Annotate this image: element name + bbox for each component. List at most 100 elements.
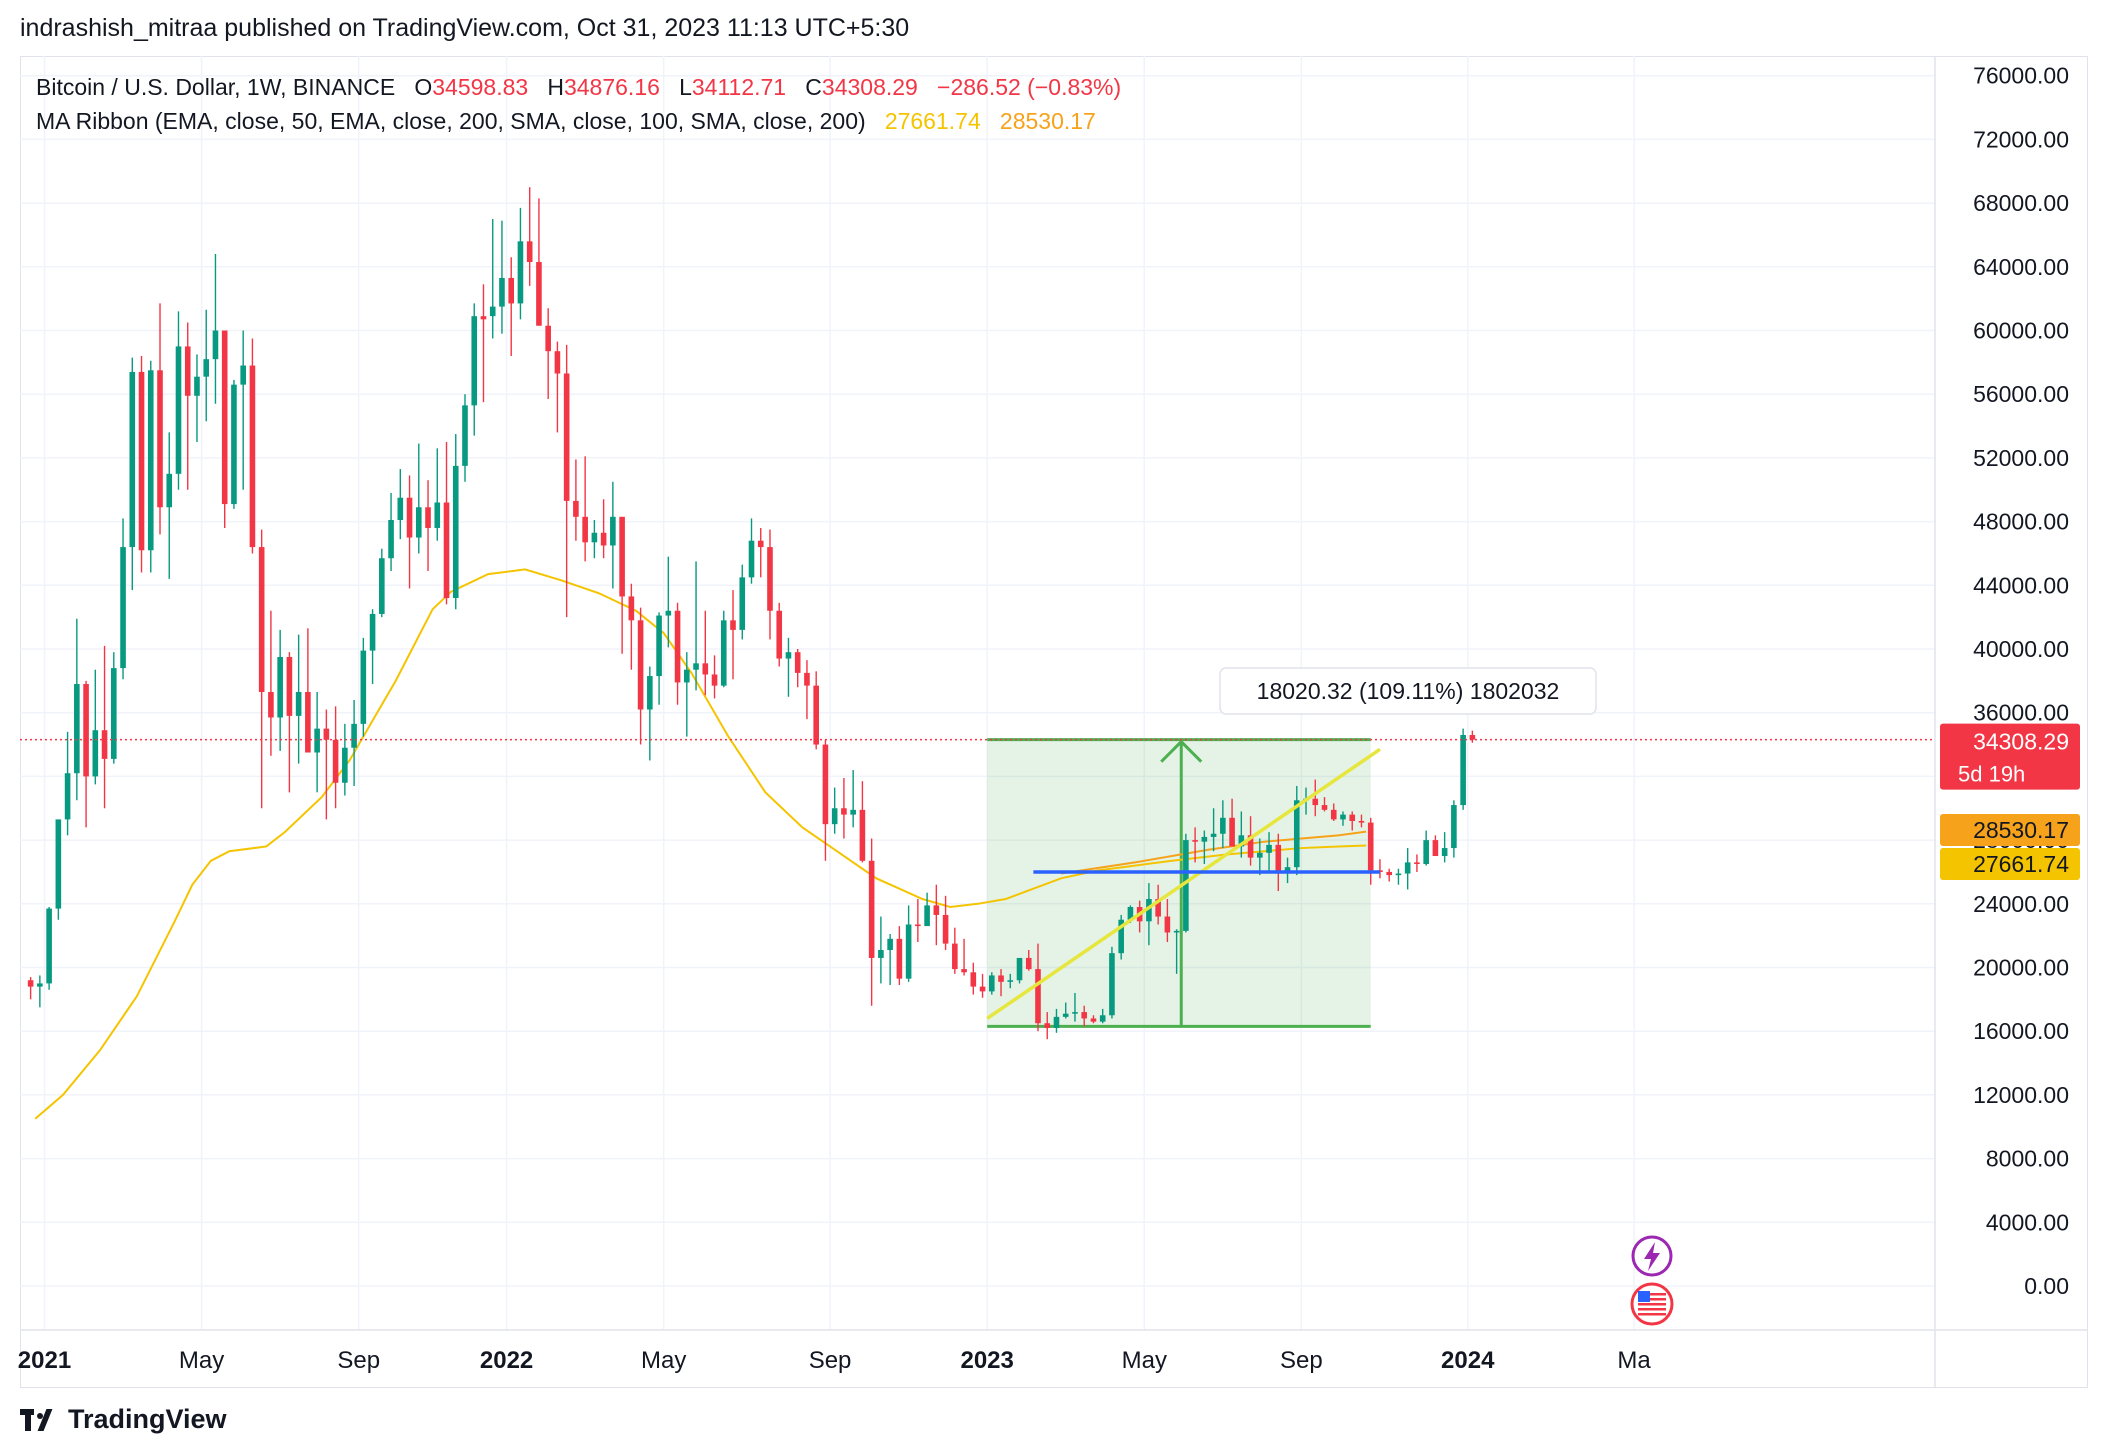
candle xyxy=(757,527,764,578)
candle-body xyxy=(767,547,773,611)
candle-body xyxy=(129,371,136,548)
legend-ohlc-row: Bitcoin / U.S. Dollar, 1W, BINANCE O3459… xyxy=(36,70,1121,104)
candle xyxy=(1118,914,1124,960)
tradingview-logo[interactable]: TradingView xyxy=(20,1404,227,1435)
legend-ma-label: MA Ribbon (EMA, close, 50, EMA, close, 2… xyxy=(36,108,866,134)
candle xyxy=(1016,957,1023,984)
candle-body xyxy=(878,949,884,958)
price-tick-label: 20000.00 xyxy=(1973,955,2069,981)
legend-ma2: 28530.17 xyxy=(999,108,1096,134)
candle-body xyxy=(157,370,163,508)
candle-body xyxy=(1118,919,1124,954)
candle-body xyxy=(415,507,422,538)
candle-body xyxy=(1109,953,1115,1016)
candle xyxy=(175,311,182,490)
candlestick-chart[interactable]: 18020.32 (109.11%) 1802032 76000.00 72000.… xyxy=(0,0,2108,1400)
price-tick-label: 44000.00 xyxy=(1973,572,2069,598)
candle xyxy=(767,529,773,640)
candle-body xyxy=(1053,1016,1060,1029)
candle-body xyxy=(92,730,99,777)
candle xyxy=(332,706,339,809)
candle-body xyxy=(656,615,662,677)
lightning-icon[interactable] xyxy=(1631,1235,1673,1277)
candle xyxy=(1081,1005,1088,1027)
candle-body xyxy=(1229,817,1235,847)
candle-body xyxy=(203,359,210,377)
time-tick-label: May xyxy=(1122,1347,1167,1374)
candle xyxy=(1201,830,1208,864)
candle-body xyxy=(138,371,145,551)
time-tick-label: May xyxy=(641,1347,686,1374)
candle xyxy=(970,962,977,995)
candle-body xyxy=(1183,840,1189,931)
candle-body xyxy=(591,532,598,543)
candle xyxy=(212,254,219,404)
candle xyxy=(988,972,995,995)
candle xyxy=(1247,816,1254,866)
candle xyxy=(240,330,246,490)
price-tick-label: 36000.00 xyxy=(1973,700,2069,726)
legend-ma-row: MA Ribbon (EMA, close, 50, EMA, close, 2… xyxy=(36,104,1121,138)
candle xyxy=(1025,949,1032,971)
candle-body xyxy=(536,262,542,326)
candle xyxy=(1164,899,1171,943)
us-flag-icon[interactable] xyxy=(1630,1282,1674,1326)
candle xyxy=(720,610,727,688)
candle-body xyxy=(665,610,672,616)
candle-body xyxy=(628,596,635,621)
candle-body xyxy=(582,516,588,543)
candle xyxy=(785,637,792,697)
candle xyxy=(83,680,89,828)
tradingview-brand: TradingView xyxy=(68,1404,227,1434)
candle-body xyxy=(212,330,219,360)
candle xyxy=(147,360,154,573)
candle xyxy=(1275,833,1282,892)
candle xyxy=(1099,1008,1106,1024)
candle-body xyxy=(240,365,246,385)
candle-body xyxy=(1312,798,1319,806)
candle-body xyxy=(452,465,459,599)
candle-body xyxy=(1395,873,1402,876)
candle-body xyxy=(1321,805,1328,810)
time-tick-label: Ma xyxy=(1617,1347,1651,1374)
candle xyxy=(517,207,524,320)
candle-body xyxy=(748,540,755,578)
candle xyxy=(323,709,330,820)
candle xyxy=(360,637,367,737)
candle-body xyxy=(998,975,1004,982)
candle xyxy=(684,652,690,737)
candle xyxy=(1007,973,1014,989)
ma-price-tag-value: 28530.17 xyxy=(1973,817,2069,843)
candle xyxy=(831,787,838,834)
price-tick-label: 4000.00 xyxy=(1986,1209,2069,1235)
candle xyxy=(647,666,653,761)
candle xyxy=(1035,943,1041,1032)
candle-body xyxy=(286,656,293,716)
candle-body xyxy=(674,610,681,683)
candle-body xyxy=(1155,899,1161,917)
candle-body xyxy=(711,674,718,686)
candle-body xyxy=(406,497,413,538)
candle xyxy=(942,895,949,950)
candle-body xyxy=(351,723,357,748)
candle-body xyxy=(1025,957,1032,970)
legend-high-label: H xyxy=(547,74,564,100)
candle xyxy=(674,602,681,705)
candle xyxy=(794,649,801,688)
candle xyxy=(314,691,320,793)
price-tick-label: 16000.00 xyxy=(1973,1018,2069,1044)
price-tick-label: 68000.00 xyxy=(1973,190,2069,216)
candle xyxy=(74,618,80,801)
candle xyxy=(610,481,616,589)
chart-frame xyxy=(20,56,2088,1388)
candle xyxy=(268,610,274,756)
candle xyxy=(1210,808,1217,852)
candle-body xyxy=(268,691,274,718)
candle xyxy=(129,357,136,591)
legend-close: 34308.29 xyxy=(821,74,918,100)
candle-body xyxy=(831,808,838,825)
ma-price-tag-value: 27661.74 xyxy=(1973,851,2069,877)
candle-body xyxy=(1146,899,1152,922)
candle-body xyxy=(868,860,875,958)
candle xyxy=(702,610,709,696)
